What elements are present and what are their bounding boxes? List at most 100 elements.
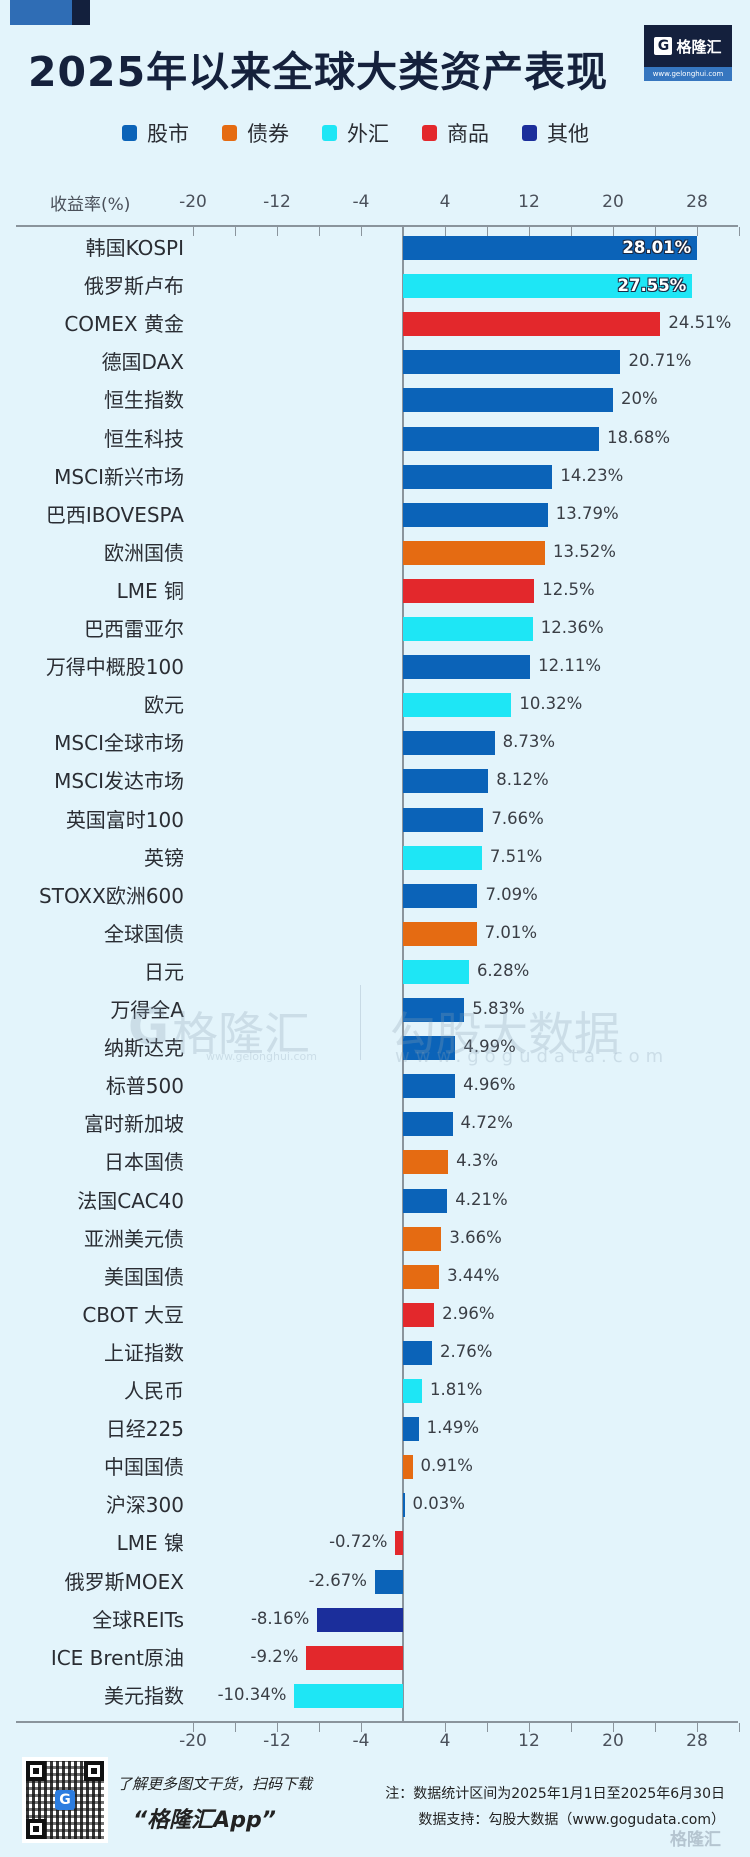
category-label: 欧元 [144, 693, 184, 718]
bar[interactable] [403, 1036, 456, 1061]
axis-tick [487, 1723, 488, 1732]
bar[interactable] [403, 1188, 448, 1213]
bar[interactable] [403, 1150, 449, 1175]
bar[interactable] [403, 1455, 413, 1480]
category-label: 日元 [144, 959, 184, 984]
bar[interactable] [403, 617, 533, 641]
category-label: 欧洲国债 [104, 540, 184, 565]
bar[interactable] [403, 921, 477, 946]
value-label: 13.52% [552, 541, 616, 561]
bar[interactable] [403, 769, 489, 794]
bar[interactable] [374, 1569, 403, 1594]
value-label: 13.79% [555, 503, 619, 523]
value-label: 1.49% [426, 1418, 480, 1438]
value-label: 27.55% [617, 276, 687, 296]
bar[interactable] [403, 578, 535, 603]
category-label: 法国CAC40 [77, 1188, 184, 1213]
axis-tick [613, 1723, 614, 1732]
axis-tick [529, 1723, 530, 1732]
bar[interactable] [403, 693, 512, 718]
value-label: 8.12% [496, 770, 549, 790]
category-label: 全球国债 [104, 921, 184, 946]
watermark-data-brand: 勾股大数据 [390, 1007, 620, 1061]
bar[interactable] [403, 731, 495, 756]
bar[interactable] [403, 845, 482, 870]
bar[interactable] [403, 959, 469, 984]
category-label: 万得全A [110, 998, 184, 1022]
bar[interactable] [403, 274, 693, 299]
qr-code[interactable]: G [22, 1757, 108, 1843]
axis-tick [613, 227, 614, 236]
watermark-g-icon: G [128, 998, 170, 1056]
bar[interactable] [395, 1531, 403, 1556]
bar[interactable] [403, 1340, 432, 1365]
g-logo-icon: G [654, 37, 673, 55]
bar[interactable] [403, 312, 661, 337]
legend-item: 债券 [222, 118, 289, 148]
bar[interactable] [403, 883, 478, 908]
bar[interactable] [403, 464, 553, 489]
legend-item: 股市 [122, 118, 189, 148]
axis-tick [319, 1723, 320, 1732]
bar[interactable] [317, 1607, 403, 1632]
legend-label: 外汇 [347, 122, 389, 146]
category-label: CBOT 大豆 [82, 1302, 184, 1327]
bar[interactable] [403, 388, 613, 413]
footnote-date-range: 注：数据统计区间为2025年1月1日至2025年6月30日 [385, 1786, 725, 1802]
axis-tick [445, 1723, 446, 1732]
category-label: 美国国债 [104, 1264, 184, 1289]
logo-brand-text: 格隆汇 [676, 37, 722, 56]
category-label: 沪深300 [105, 1493, 184, 1518]
bar[interactable] [403, 350, 621, 375]
legend-swatch-icon [222, 125, 237, 141]
category-label: 俄罗斯MOEX [64, 1569, 184, 1594]
axis-tick [697, 227, 698, 236]
bar[interactable] [403, 1112, 453, 1137]
category-label: 万得中概股100 [45, 655, 184, 680]
bar[interactable] [403, 1074, 456, 1099]
qr-g-logo-icon: G [55, 1790, 75, 1810]
legend-label: 其他 [547, 122, 589, 146]
bottom-axis-tick-label: -4 [352, 1731, 370, 1751]
bar[interactable] [403, 655, 531, 680]
value-label: 4.99% [463, 1037, 516, 1057]
bottom-axis-tick-label: -12 [263, 1731, 291, 1751]
bar[interactable] [294, 1683, 403, 1708]
watermark-brand-url: www.gelonghui.com [206, 1050, 317, 1063]
category-label: 日本国债 [104, 1150, 184, 1175]
axis-tick [529, 227, 530, 236]
value-label: 4.3% [456, 1151, 499, 1171]
category-label: 全球REITs [92, 1607, 184, 1632]
bar[interactable] [403, 1264, 440, 1289]
category-label: 纳斯达克 [104, 1036, 184, 1061]
watermark-brand: 格隆汇 [172, 1007, 310, 1061]
value-label: 5.83% [472, 999, 525, 1018]
category-label: LME 铜 [116, 578, 184, 603]
bar[interactable] [403, 807, 484, 832]
bar[interactable] [403, 1417, 419, 1442]
value-label: -2.67% [308, 1570, 367, 1590]
bar[interactable] [403, 1379, 422, 1403]
category-label: 中国国债 [104, 1455, 184, 1480]
value-label: 12.11% [538, 656, 602, 676]
category-label: 德国DAX [101, 350, 184, 375]
value-label: 18.68% [607, 427, 671, 447]
bar[interactable] [403, 998, 465, 1022]
axis-tick [277, 1723, 278, 1732]
bar[interactable] [403, 426, 600, 451]
value-label: 20% [621, 389, 658, 409]
value-label: -8.16% [250, 1608, 310, 1628]
bar[interactable] [403, 236, 698, 260]
value-label: 8.73% [502, 732, 556, 752]
bar[interactable] [403, 502, 548, 527]
legend-item: 商品 [422, 118, 489, 148]
value-label: 2.76% [439, 1341, 493, 1361]
bar[interactable] [403, 1226, 442, 1251]
bar[interactable] [403, 1302, 435, 1327]
bar[interactable] [403, 1493, 405, 1518]
value-label: 7.66% [491, 808, 544, 828]
value-label: 24.51% [668, 313, 732, 333]
bar[interactable] [306, 1645, 403, 1670]
bar[interactable] [403, 540, 545, 565]
value-label: -9.2% [250, 1646, 299, 1666]
